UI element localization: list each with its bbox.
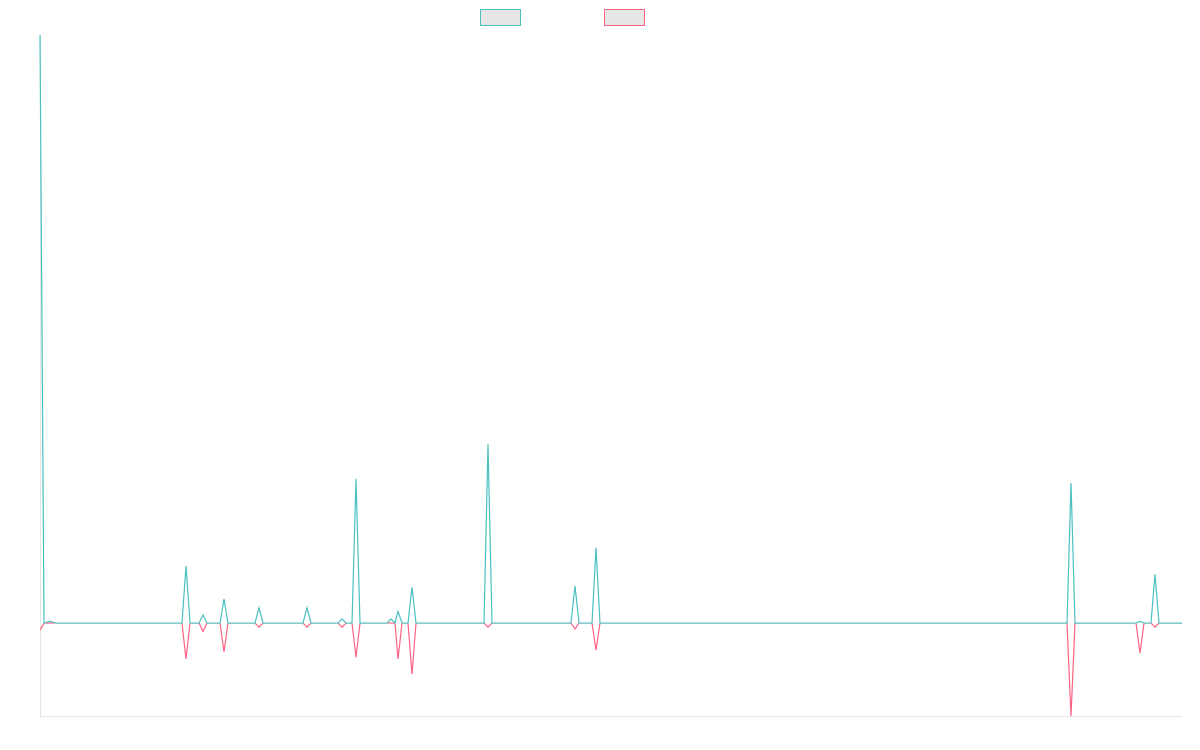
series-line: [39, 34, 1182, 625]
legend-swatch: [604, 9, 645, 26]
series-line: [39, 622, 1182, 717]
legend-swatch: [480, 9, 521, 26]
